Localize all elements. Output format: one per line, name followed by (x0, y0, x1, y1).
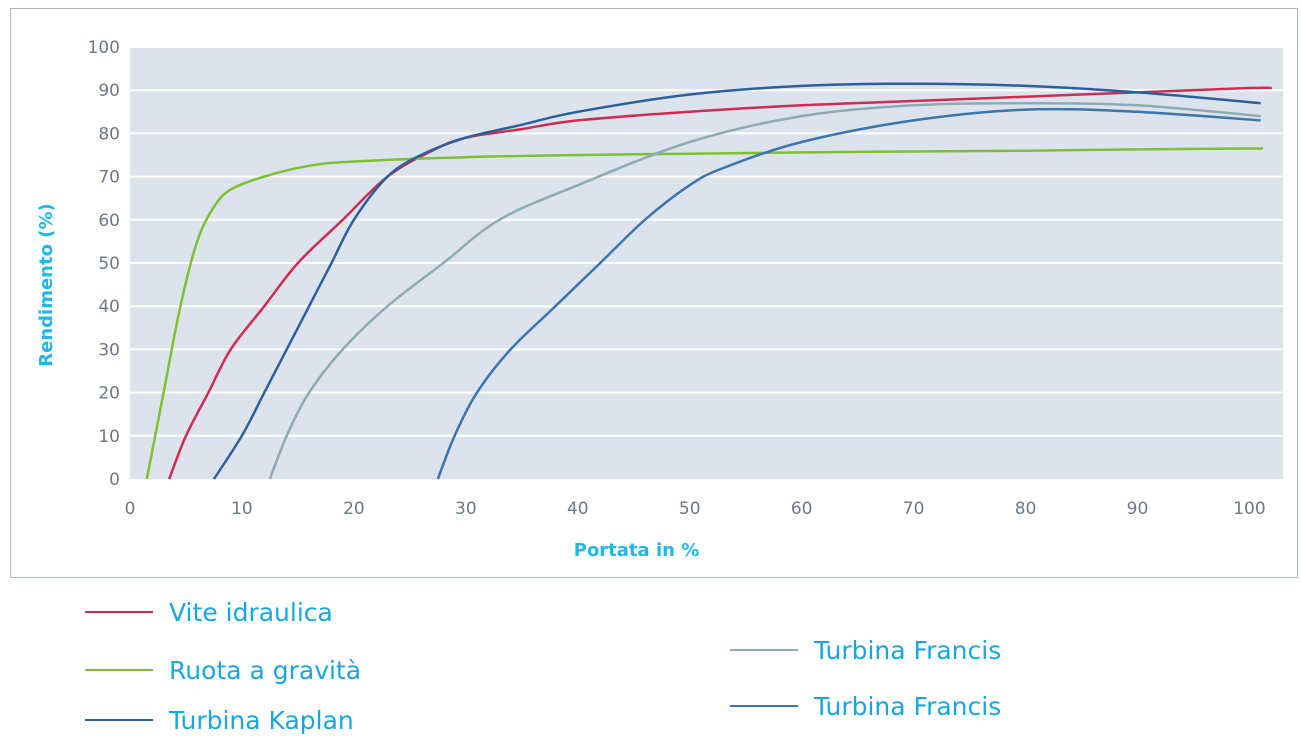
tick-labels: 0 10 20 30 40 50 60 70 80 90 100 0 10 20 30 40 50 60 70 80 9… (88, 38, 1266, 519)
y-tick-label: 50 (98, 254, 120, 274)
legend-item-turbina-kaplan: Turbina Kaplan (85, 700, 354, 740)
series-line-turbina-francis-4 (268, 101, 1261, 480)
legend-item-ruota-a-gravita: Ruota a gravità (85, 650, 361, 690)
series-line-turbina-francis-5 (436, 107, 1261, 480)
legend-label-turbina-francis-2: Turbina Francis (814, 691, 1002, 721)
legend-swatch-turbina-francis-2 (730, 704, 798, 708)
series-line-ruota-a-gravita-2 (145, 147, 1264, 480)
legend-label-vite-idraulica: Vite idraulica (169, 597, 333, 627)
series-lines (145, 82, 1272, 480)
x-tick-label: 20 (343, 499, 365, 519)
y-tick-label: 70 (98, 168, 120, 188)
x-axis-title: Portata in % (574, 540, 700, 561)
y-axis-title: Rendimento (%) (36, 203, 57, 366)
series-line-vite-idraulica-1 (168, 86, 1272, 480)
legend-label-ruota-a-gravita: Ruota a gravità (169, 655, 362, 685)
x-tick-label: 50 (679, 499, 701, 519)
y-tick-label: 60 (98, 211, 120, 231)
y-tick-label: 10 (98, 427, 120, 447)
legend-swatch-ruota-a-gravita (85, 668, 153, 672)
y-tick-label: 30 (98, 340, 120, 360)
legend-item-turbina-francis-2: Turbina Francis (730, 686, 1001, 726)
x-tick-label: 90 (1127, 499, 1149, 519)
x-tick-label: 30 (455, 499, 477, 519)
y-tick-label: 90 (98, 81, 120, 101)
x-tick-label: 10 (231, 499, 253, 519)
legend-swatch-vite-idraulica (85, 610, 153, 614)
y-tick-label: 100 (88, 38, 120, 58)
y-tick-label: 80 (98, 124, 120, 144)
x-tick-label: 40 (567, 499, 589, 519)
legend-item-vite-idraulica: Vite idraulica (85, 592, 333, 632)
gridlines (130, 46, 1283, 437)
x-tick-label: 0 (125, 499, 136, 519)
y-tick-label: 0 (109, 470, 120, 490)
x-tick-label: 100 (1233, 499, 1265, 519)
legend-label-turbina-kaplan: Turbina Kaplan (169, 705, 354, 735)
x-tick-label: 80 (1015, 499, 1037, 519)
y-tick-label: 40 (98, 297, 120, 317)
legend-swatch-turbina-kaplan (85, 718, 153, 722)
legend-swatch-turbina-francis-1 (730, 648, 798, 652)
series-line-turbina-kaplan-3 (212, 82, 1261, 480)
legend-item-turbina-francis-1: Turbina Francis (730, 630, 1001, 670)
legend-label-turbina-francis-1: Turbina Francis (814, 635, 1002, 665)
x-tick-label: 60 (791, 499, 813, 519)
x-tick-label: 70 (903, 499, 925, 519)
y-tick-label: 20 (98, 384, 120, 404)
